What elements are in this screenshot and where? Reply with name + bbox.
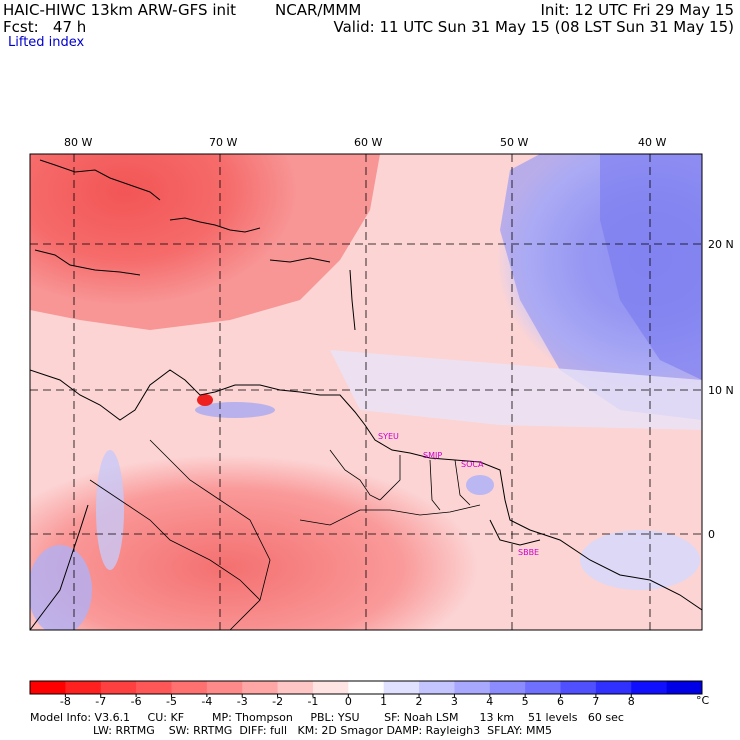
colorbar-tick-label: -1 (307, 695, 318, 708)
colorbar-swatch (312, 681, 349, 694)
lon-label-80w: 80 W (64, 136, 92, 149)
colorbar-swatch (666, 681, 703, 694)
colorbar-swatch (348, 681, 385, 694)
colorbar-swatch (560, 681, 597, 694)
colorbar-tick-label: -5 (166, 695, 177, 708)
colorbar-swatch (242, 681, 279, 694)
maracaibo-cell (197, 394, 213, 406)
station-syeu: SYEU (378, 432, 399, 441)
lat-label-10n: 10 N (708, 384, 734, 397)
colorbar: -8 -7 -6 -5 -4 -3 -2 -1 0 1 2 3 4 5 6 7 8 (29, 680, 703, 708)
lon-label-40w: 40 W (638, 136, 666, 149)
lon-label-50w: 50 W (500, 136, 528, 149)
colorbar-swatch (136, 681, 172, 694)
colorbar-tick-label: -3 (237, 695, 248, 708)
andes-stable (96, 450, 124, 570)
lat-label-0: 0 (708, 528, 715, 541)
colorbar-tick-label: 1 (380, 695, 387, 708)
model-info-line1: Model Info: V3.6.1 CU: KF MP: Thompson P… (30, 711, 624, 724)
init-time: Init: 12 UTC Fri 29 May 15 (540, 1, 734, 19)
colorbar-tick-label: -6 (131, 695, 142, 708)
colorbar-tick-label: 2 (416, 695, 423, 708)
colorbar-swatch (631, 681, 668, 694)
colorbar-tick-label: 4 (486, 695, 493, 708)
colorbar-tick-label: 3 (451, 695, 458, 708)
valid-time: Valid: 11 UTC Sun 31 May 15 (08 LST Sun … (333, 18, 734, 36)
colorbar-unit: °C (696, 694, 710, 707)
colorbar-swatch (65, 681, 102, 694)
coastlines (30, 159, 702, 630)
colorbar-swatch (171, 681, 208, 694)
lon-label-70w: 70 W (209, 136, 237, 149)
colorbar-swatch (419, 681, 455, 694)
map-field: SYEU SMJP SOCA SBBE (30, 154, 702, 630)
country-borders (89, 439, 481, 630)
station-soca: SOCA (461, 460, 484, 469)
atlantic-south (580, 530, 700, 590)
colorbar-tick-label: 8 (628, 695, 635, 708)
model-info-line2: LW: RRTMG SW: RRTMG DIFF: full KM: 2D Sm… (30, 724, 552, 737)
colorbar-tick-label: -7 (95, 695, 106, 708)
lat-lon-grid (30, 154, 702, 630)
amapa-stable (466, 475, 494, 495)
colorbar-tick-label: 6 (557, 695, 564, 708)
map-frame (29, 153, 703, 631)
station-sbbe: SBBE (518, 548, 539, 557)
field-name: Lifted index (8, 35, 85, 50)
colorbar-tick-label: 7 (592, 695, 599, 708)
colorbar-swatch (383, 681, 420, 694)
model-title: HAIC-HIWC 13km ARW-GFS init (3, 1, 237, 19)
venezuela-stable (195, 402, 275, 418)
colorbar-tick-label: -8 (60, 695, 71, 708)
colorbar-tick-label: -2 (272, 695, 283, 708)
colorbar-swatch (206, 681, 243, 694)
colorbar-swatch (489, 681, 526, 694)
colorbar-tick-label: 5 (522, 695, 529, 708)
colorbar-swatch (277, 681, 314, 694)
colorbar-frame (29, 680, 703, 695)
colorbar-tick-label: -4 (201, 695, 212, 708)
colorbar-tick-label: 0 (345, 695, 352, 708)
colorbar-swatch (30, 681, 66, 694)
colorbar-swatch (595, 681, 632, 694)
stable-core-2 (600, 154, 702, 380)
lat-label-20n: 20 N (708, 238, 734, 251)
station-smjp: SMJP (423, 451, 442, 460)
colorbar-swatch (525, 681, 562, 694)
org-label: NCAR/MMM (275, 1, 362, 19)
forecast-hour: Fcst: 47 h (3, 18, 87, 36)
colorbar-swatch (454, 681, 491, 694)
lon-label-60w: 60 W (354, 136, 382, 149)
caribbean-unstable (30, 154, 380, 330)
colorbar-swatch (100, 681, 137, 694)
